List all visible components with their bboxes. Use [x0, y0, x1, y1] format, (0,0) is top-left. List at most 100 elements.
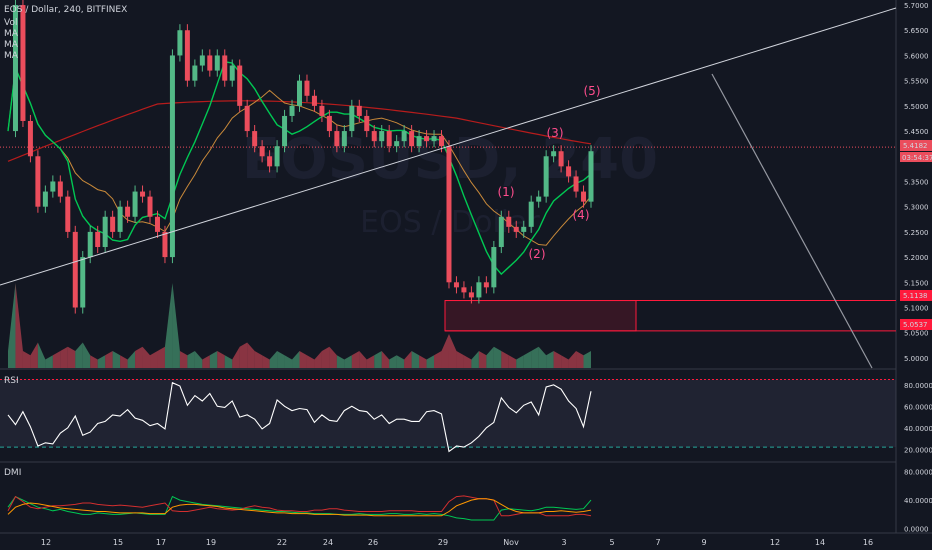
volume-area: [224, 355, 233, 368]
rsi-tick-label: 20.0000: [904, 446, 932, 454]
candle-body: [50, 181, 56, 192]
candle-body: [394, 141, 400, 147]
candle-body: [110, 216, 116, 232]
volume-area: [194, 351, 203, 368]
trend-lines[interactable]: [0, 7, 897, 369]
volume-area: [546, 351, 554, 368]
price-tick-label: 5.7000: [904, 2, 929, 10]
volume-area: [344, 355, 352, 368]
candle-body: [95, 231, 101, 248]
volume-area: [351, 351, 360, 368]
volume-area: [172, 283, 180, 368]
candle-body: [65, 196, 71, 232]
volume-area: [269, 351, 278, 368]
price-tick-label: 5.2500: [904, 229, 929, 237]
candle-body: [334, 131, 340, 147]
price-axes: 5.0000 5.0500 5.1000 5.1500 5.2000 5.2500 5.30…: [904, 2, 932, 534]
rising-trendline: [0, 7, 897, 286]
candle-body: [207, 55, 213, 71]
candle-body: [431, 136, 437, 142]
time-axis: 12 15 17 19 22 24 26 29 Nov 3 5 7 9 12 14 16: [41, 538, 873, 547]
volume-area: [411, 351, 420, 368]
time-tick-label: 26: [368, 538, 378, 547]
price-tick-label: 5.0000: [904, 355, 929, 363]
time-tick-label: 19: [206, 538, 216, 547]
candle-body: [573, 176, 579, 192]
candle-body: [581, 191, 587, 202]
volume-area: [97, 355, 106, 368]
volume-area: [22, 351, 31, 368]
candle-body: [506, 216, 512, 227]
volume-area: [135, 346, 143, 368]
volume-area: [568, 351, 577, 368]
dmi-pane-label[interactable]: DMI: [4, 468, 21, 478]
volume-area: [493, 346, 502, 368]
volume-area: [179, 351, 188, 368]
volume-area: [82, 342, 91, 368]
countdown-badge: [900, 152, 932, 162]
volume-area: [471, 351, 479, 368]
rsi-tick-label: 60.0000: [904, 403, 932, 411]
wave-label-5: (5): [584, 84, 601, 98]
price-tick-label: 5.1500: [904, 279, 929, 287]
candles: [12, 0, 594, 314]
price-tick-label: 5.6500: [904, 27, 929, 35]
candle-body: [439, 136, 445, 147]
indicator-ma-1[interactable]: MA: [4, 29, 19, 39]
volume-area: [239, 342, 248, 368]
candle-body: [229, 65, 235, 81]
volume-area: [516, 355, 524, 368]
candle-body: [169, 55, 175, 258]
time-tick-label: 5: [609, 538, 614, 547]
countdown-value: 03:54:37: [902, 154, 932, 162]
candle-body: [558, 151, 564, 167]
volume-area: [45, 355, 53, 368]
volume-area: [262, 355, 270, 368]
indicator-ma-3[interactable]: MA: [4, 51, 19, 61]
candle-body: [132, 191, 138, 217]
price-tick-label: 5.3000: [904, 204, 929, 212]
candle-body: [102, 216, 108, 248]
volume-area: [359, 351, 367, 368]
volume-area: [448, 334, 457, 368]
rsi-pane-label[interactable]: RSI: [4, 376, 19, 386]
volume-area: [576, 351, 584, 368]
candle-body: [274, 146, 280, 167]
volume-area: [463, 355, 472, 368]
time-tick-label: 12: [770, 538, 780, 547]
volume-area: [299, 351, 307, 368]
rsi-line: [7, 381, 592, 453]
time-tick-label: 3: [561, 538, 566, 547]
candle-body: [491, 247, 497, 288]
candle-body: [341, 131, 347, 147]
candle-body: [222, 55, 228, 81]
volume-area: [209, 351, 218, 368]
volume-area: [15, 283, 23, 368]
box-bottom-badge: [900, 319, 932, 330]
current-price-value: 5.4182: [903, 142, 928, 150]
volume-area: [538, 346, 547, 368]
volume-area: [8, 283, 16, 368]
candle-body: [409, 131, 415, 147]
candle-body: [536, 196, 542, 202]
wave-label-2: (2): [529, 247, 546, 261]
time-tick-label: 9: [701, 538, 706, 547]
volume-area: [277, 351, 285, 368]
box-bottom-value: 5.0537: [903, 321, 928, 329]
candle-body: [154, 216, 160, 232]
volume-area: [217, 351, 225, 368]
volume-area: [396, 355, 405, 368]
indicator-vol[interactable]: Vol: [4, 18, 17, 28]
time-tick-label: 24: [323, 538, 333, 547]
indicator-ma-2[interactable]: MA: [4, 40, 19, 50]
candle-body: [304, 80, 310, 96]
volume-area: [366, 355, 375, 368]
time-tick-label: 15: [113, 538, 123, 547]
rsi-tick-label: 80.0000: [904, 382, 932, 390]
candle-body: [543, 156, 549, 197]
volume-area: [441, 334, 449, 368]
candle-body: [42, 191, 48, 207]
price-tick-label: 5.2000: [904, 254, 929, 262]
